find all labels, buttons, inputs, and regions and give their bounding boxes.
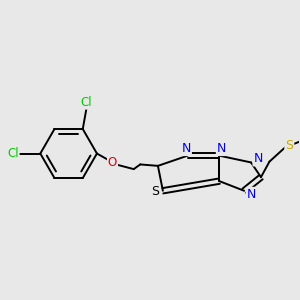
Text: N: N — [247, 188, 256, 201]
Text: O: O — [108, 155, 117, 169]
Text: N: N — [182, 142, 191, 155]
Text: S: S — [285, 139, 293, 152]
Text: Cl: Cl — [80, 96, 92, 109]
Text: N: N — [254, 152, 263, 165]
Text: Cl: Cl — [7, 147, 19, 160]
Text: S: S — [151, 185, 159, 198]
Text: N: N — [217, 142, 226, 155]
